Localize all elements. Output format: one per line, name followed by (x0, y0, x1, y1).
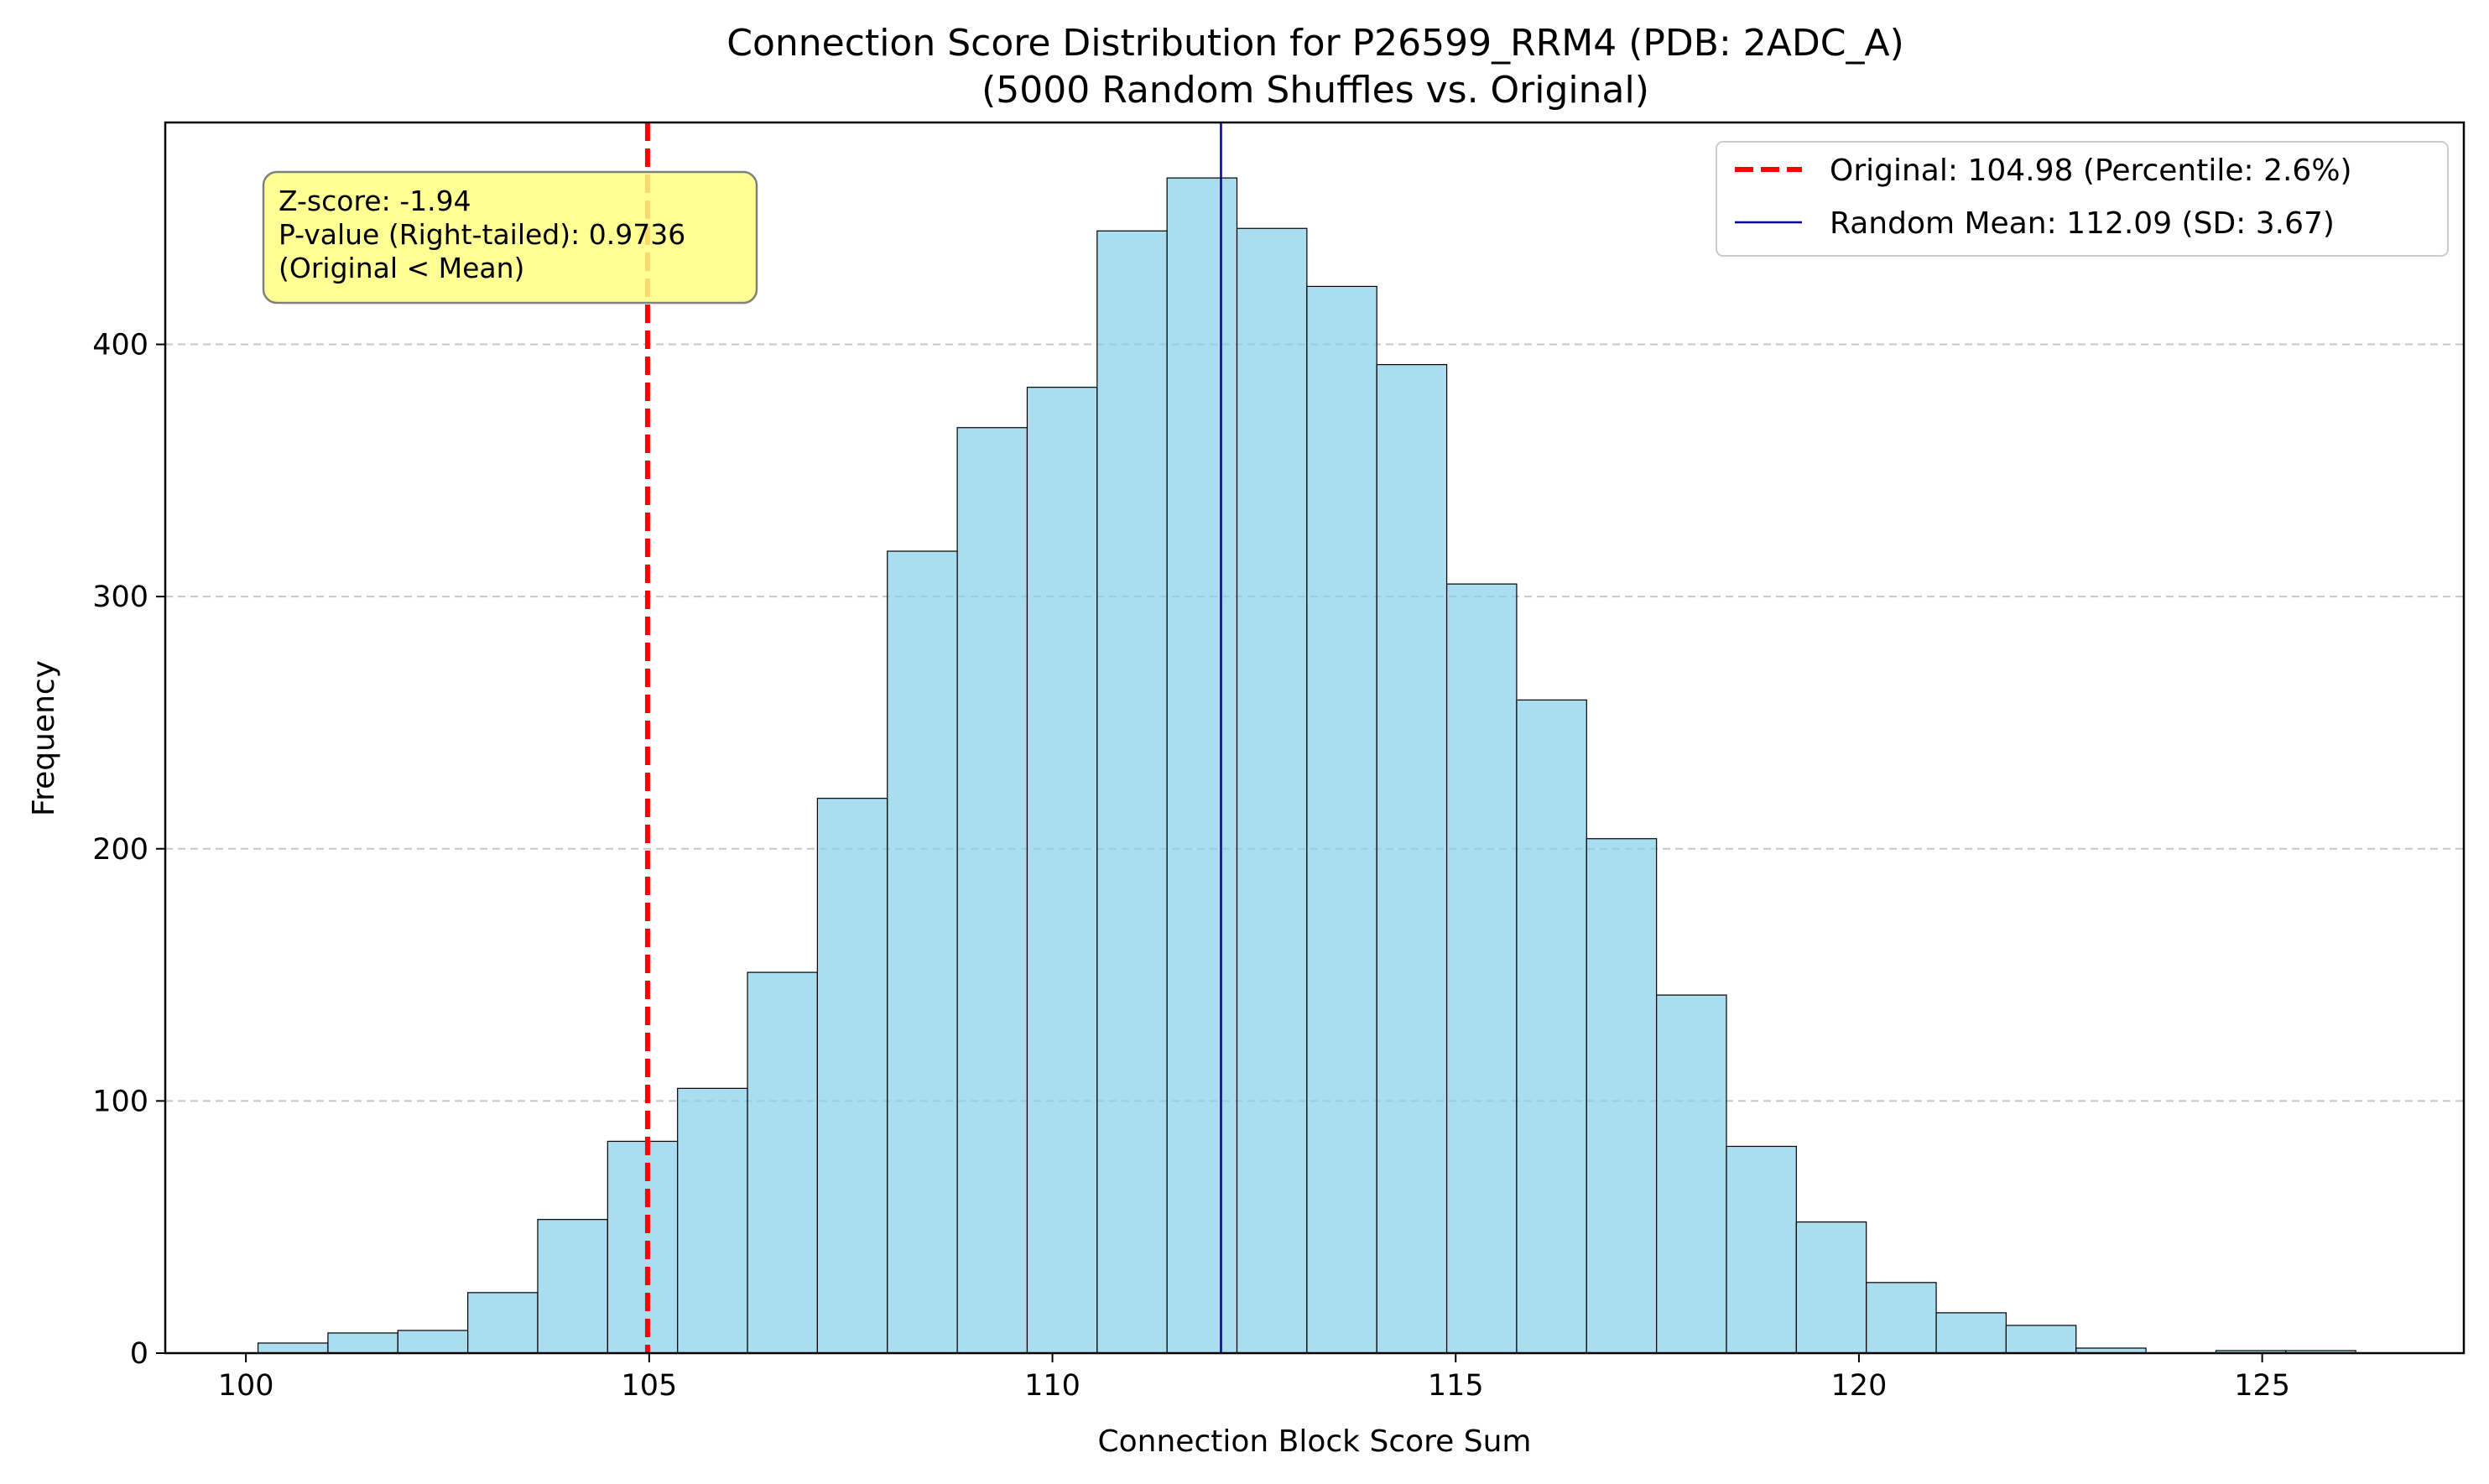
y-tick-label: 0 (130, 1337, 148, 1371)
x-tick-label: 125 (2234, 1369, 2290, 1403)
legend-box (1716, 141, 2449, 257)
y-axis-ticks: 0 100 200 300 400 (92, 329, 165, 1371)
histogram-bar (1935, 1312, 2007, 1354)
x-tick-label: 100 (218, 1369, 274, 1403)
histogram-bar (257, 1342, 329, 1354)
histogram-bar (747, 971, 818, 1354)
y-tick-label: 200 (92, 833, 148, 867)
annotation-box (262, 170, 758, 305)
legend-label-original: Original: 104.98 (Percentile: 2.6%) (1830, 154, 2352, 188)
histogram-bar (397, 1330, 469, 1354)
histogram-bar (537, 1219, 608, 1354)
stats-annotation: Z-score: -1.94 P-value (Right-tailed): 0… (262, 170, 758, 305)
histogram-bar (327, 1332, 398, 1354)
annotation-pvalue: P-value (Right-tailed): 0.9736 (279, 218, 685, 251)
histogram-bar (2005, 1325, 2077, 1354)
histogram-bar (1516, 699, 1587, 1354)
legend: Original: 104.98 (Percentile: 2.6%) Rand… (1716, 141, 2449, 257)
histogram-bar (1166, 177, 1238, 1354)
histogram-bar (1306, 285, 1377, 1354)
histogram-bar (1795, 1221, 1867, 1354)
x-axis-ticks: 100 105 110 115 120 125 (218, 1353, 2290, 1403)
histogram-bar (1376, 363, 1448, 1354)
histogram-bar (1026, 387, 1098, 1354)
y-tick-label: 300 (92, 581, 148, 614)
histogram-bar (887, 550, 958, 1354)
plot-frame (164, 121, 2466, 1355)
histogram-bar (956, 427, 1028, 1354)
histogram-bar (1096, 230, 1168, 1354)
histogram-bar (1656, 994, 1727, 1354)
histogram-bar (1866, 1282, 1937, 1354)
y-tick-label: 100 (92, 1085, 148, 1118)
annotation-zscore: Z-score: -1.94 (279, 185, 471, 217)
y-tick-label: 400 (92, 329, 148, 362)
x-tick-label: 120 (1831, 1369, 1888, 1403)
x-tick-label: 110 (1024, 1369, 1080, 1403)
histogram-bar (1445, 583, 1518, 1354)
histogram-bar (677, 1087, 748, 1354)
annotation-comparison: (Original < Mean) (279, 252, 524, 284)
legend-label-mean: Random Mean: 112.09 (SD: 3.67) (1830, 206, 2335, 241)
chart-subtitle: (5000 Random Shuffles vs. Original) (982, 69, 1649, 112)
histogram-bars (257, 177, 2356, 1354)
histogram-bar (467, 1292, 539, 1354)
histogram-bar (1586, 838, 1658, 1354)
chart-title: Connection Score Distribution for P26599… (726, 22, 1903, 65)
y-axis-label: Frequency (27, 660, 61, 816)
x-axis-label: Connection Block Score Sum (1098, 1424, 1532, 1459)
histogram-bar (816, 798, 888, 1354)
reference-lines (644, 122, 1222, 1353)
histogram-bar (1236, 227, 1308, 1354)
histogram-bar (1726, 1145, 1797, 1354)
x-tick-label: 105 (621, 1369, 677, 1403)
histogram-bar (607, 1140, 679, 1354)
x-tick-label: 115 (1428, 1369, 1484, 1403)
